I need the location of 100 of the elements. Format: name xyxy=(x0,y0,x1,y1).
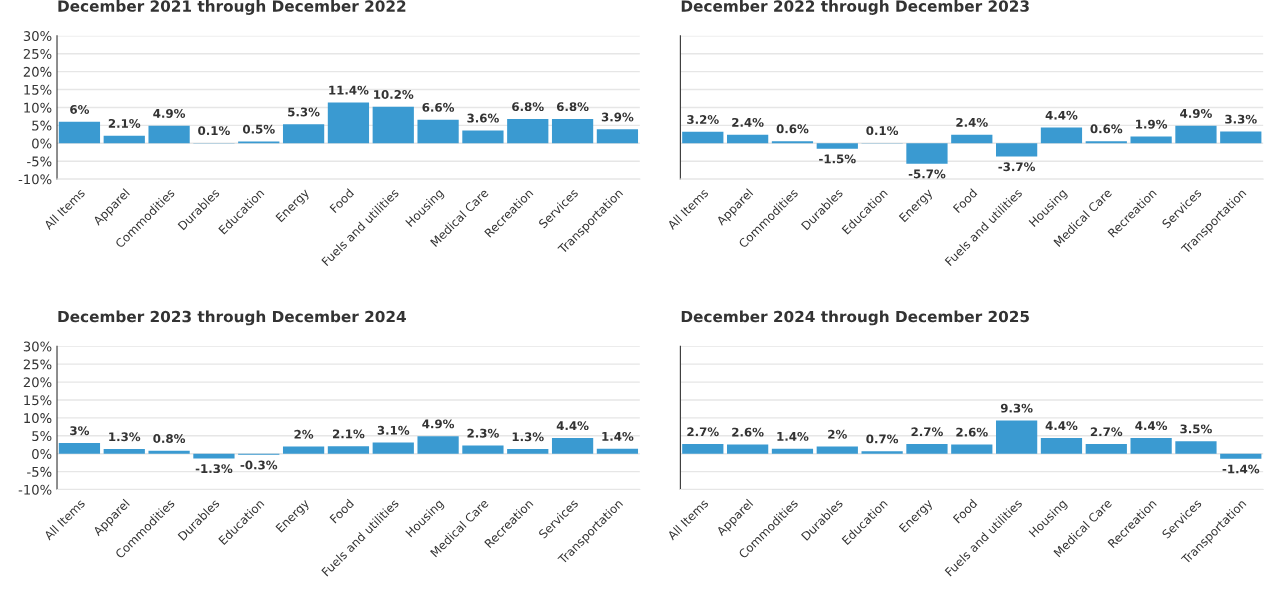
data-label: 4.9% xyxy=(422,419,455,429)
data-label: 3.3% xyxy=(1225,114,1257,124)
data-label: 4.4% xyxy=(1135,421,1168,431)
data-label: 3.5% xyxy=(1180,424,1212,434)
data-label: 4.4% xyxy=(556,421,589,431)
data-label: 3.2% xyxy=(687,115,719,124)
data-label: 10.2% xyxy=(374,89,414,99)
y-tick-label: 25% xyxy=(23,359,52,370)
data-label: 0.1% xyxy=(866,126,899,136)
data-label: -3.7% xyxy=(998,162,1036,172)
data-label: 6.8% xyxy=(556,102,589,112)
bar xyxy=(861,451,903,454)
bar xyxy=(1175,441,1217,454)
y-tick-label: 25% xyxy=(23,48,52,59)
chart-title: December 2024 through December 2025 xyxy=(681,310,1029,326)
y-tick-label: 15% xyxy=(24,84,52,95)
data-label: 1.9% xyxy=(1136,119,1168,129)
chart-title: December 2021 through December 2022 xyxy=(58,0,406,15)
bar xyxy=(596,448,639,454)
data-label: 2.7% xyxy=(687,427,719,437)
data-label: 2.6% xyxy=(732,427,764,437)
bar xyxy=(551,437,594,454)
data-label: 2.1% xyxy=(108,118,141,128)
data-label: 0.6% xyxy=(1090,124,1123,134)
bar xyxy=(906,143,948,164)
data-label: 3.6% xyxy=(467,113,499,123)
data-label: 2% xyxy=(294,429,314,439)
data-label: 2.7% xyxy=(911,427,943,437)
data-label: 6.6% xyxy=(422,102,455,112)
y-tick-label: 5% xyxy=(32,120,52,131)
data-label: 4.4% xyxy=(1045,110,1078,120)
data-label: -1.5% xyxy=(819,154,856,164)
bar xyxy=(1130,437,1172,454)
bar xyxy=(1175,125,1217,144)
data-label: 4.9% xyxy=(153,108,186,118)
bar xyxy=(771,448,814,454)
y-tick-label: 5% xyxy=(32,431,52,442)
y-tick-label: 20% xyxy=(23,377,52,388)
data-label: 1.3% xyxy=(109,432,141,442)
data-label: 2.6% xyxy=(956,427,988,437)
bar xyxy=(816,143,858,149)
bar xyxy=(1040,127,1083,144)
data-label: 2.1% xyxy=(332,429,365,439)
bar xyxy=(372,106,414,144)
bar xyxy=(327,102,370,144)
bar xyxy=(1085,444,1127,454)
chart-title: December 2022 through December 2023 xyxy=(681,0,1029,15)
bar xyxy=(282,124,325,144)
data-label: 6.8% xyxy=(512,102,544,112)
data-label: 11.4% xyxy=(329,85,369,95)
bar xyxy=(951,444,993,454)
y-tick-label: 10% xyxy=(24,413,52,424)
bar xyxy=(1220,131,1262,144)
bar xyxy=(148,125,190,144)
bar xyxy=(551,118,594,144)
data-label: 1.4% xyxy=(602,431,634,441)
bar xyxy=(148,450,190,454)
bar xyxy=(906,444,948,454)
data-label: 3.1% xyxy=(377,425,410,435)
bar xyxy=(1040,437,1083,454)
data-label: 0.6% xyxy=(776,124,809,134)
bar xyxy=(596,129,639,144)
data-label: 0.8% xyxy=(153,434,186,444)
y-tick-label: 15% xyxy=(24,395,52,406)
bar xyxy=(682,131,724,144)
y-tick-label: 10% xyxy=(24,102,52,113)
data-label: 3.9% xyxy=(601,112,634,122)
data-label: 0.7% xyxy=(866,434,899,444)
bar xyxy=(507,449,549,454)
bar xyxy=(103,135,145,144)
bar xyxy=(1085,141,1127,144)
data-label: 5.3% xyxy=(288,107,320,117)
y-tick-label: -5% xyxy=(27,156,52,167)
data-label: 2.7% xyxy=(1090,427,1123,437)
y-tick-label: 0% xyxy=(32,448,52,459)
bar xyxy=(462,130,504,144)
bar xyxy=(996,143,1038,157)
bar xyxy=(951,134,993,144)
bar xyxy=(462,445,504,454)
bar xyxy=(372,442,414,454)
data-label: 4.9% xyxy=(1180,108,1212,118)
bar xyxy=(417,436,459,454)
bar xyxy=(507,118,549,144)
bar xyxy=(996,420,1038,454)
bar xyxy=(816,446,858,454)
data-label: 2.3% xyxy=(467,428,499,438)
y-tick-label: 20% xyxy=(23,66,52,77)
data-label: 2.4% xyxy=(956,117,988,127)
y-tick-label: 0% xyxy=(32,138,52,149)
y-tick-label: -10% xyxy=(18,484,52,495)
bar xyxy=(58,121,101,144)
bar xyxy=(103,449,145,454)
data-label: 0.5% xyxy=(242,124,275,134)
y-tick-label: 30% xyxy=(23,31,52,42)
chart-title: December 2023 through December 2024 xyxy=(58,310,406,326)
data-label: 1.3% xyxy=(512,432,544,442)
data-label: -5.7% xyxy=(908,169,946,179)
data-label: 0.1% xyxy=(198,126,230,136)
data-label: 3% xyxy=(70,426,90,436)
data-label: -1.3% xyxy=(195,464,233,474)
